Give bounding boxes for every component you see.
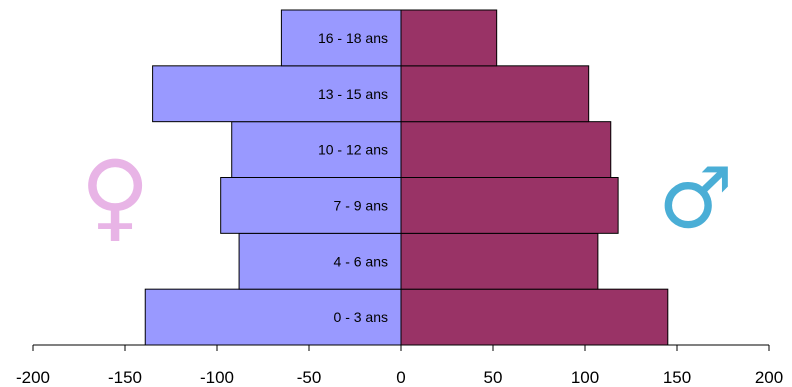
category-label-4: 13 - 15 ans (318, 86, 388, 102)
male-bar-2 (400, 177, 619, 234)
male-bar-5 (400, 9, 498, 67)
category-label-1: 4 - 6 ans (334, 253, 388, 269)
male-bar-0 (400, 288, 669, 346)
category-label-5: 16 - 18 ans (318, 30, 388, 46)
female-bar-4 (152, 65, 402, 123)
category-label-0: 0 - 3 ans (334, 309, 388, 325)
x-tick-label-1: -150 (108, 368, 142, 387)
female-bar-1 (238, 232, 402, 290)
x-tick-label-7: 150 (663, 368, 691, 387)
x-tick-label-3: -50 (297, 368, 322, 387)
x-tick-label-5: 50 (484, 368, 503, 387)
bars-layer (144, 9, 669, 346)
x-tick-label-0: -200 (16, 368, 50, 387)
female-symbol-icon: ♀ (80, 140, 151, 252)
x-tick-label-6: 100 (571, 368, 599, 387)
category-label-3: 10 - 12 ans (318, 142, 388, 158)
x-tick-label-4: 0 (396, 368, 405, 387)
male-symbol-icon: ♂ (658, 149, 734, 247)
x-axis: -200 -150 -100 -50 0 50 100 150 200 (16, 344, 783, 387)
male-bar-1 (400, 232, 599, 290)
female-bar-3 (231, 121, 402, 178)
male-bar-3 (400, 121, 612, 178)
category-labels-layer: 0 - 3 ans 4 - 6 ans 7 - 9 ans 10 - 12 ans 13… (318, 30, 388, 325)
male-bar-4 (400, 65, 590, 123)
female-bar-0 (144, 288, 402, 346)
x-tick-label-8: 200 (755, 368, 783, 387)
category-label-2: 7 - 9 ans (334, 197, 388, 213)
female-bar-5 (280, 9, 402, 67)
x-tick-label-2: -100 (200, 368, 234, 387)
